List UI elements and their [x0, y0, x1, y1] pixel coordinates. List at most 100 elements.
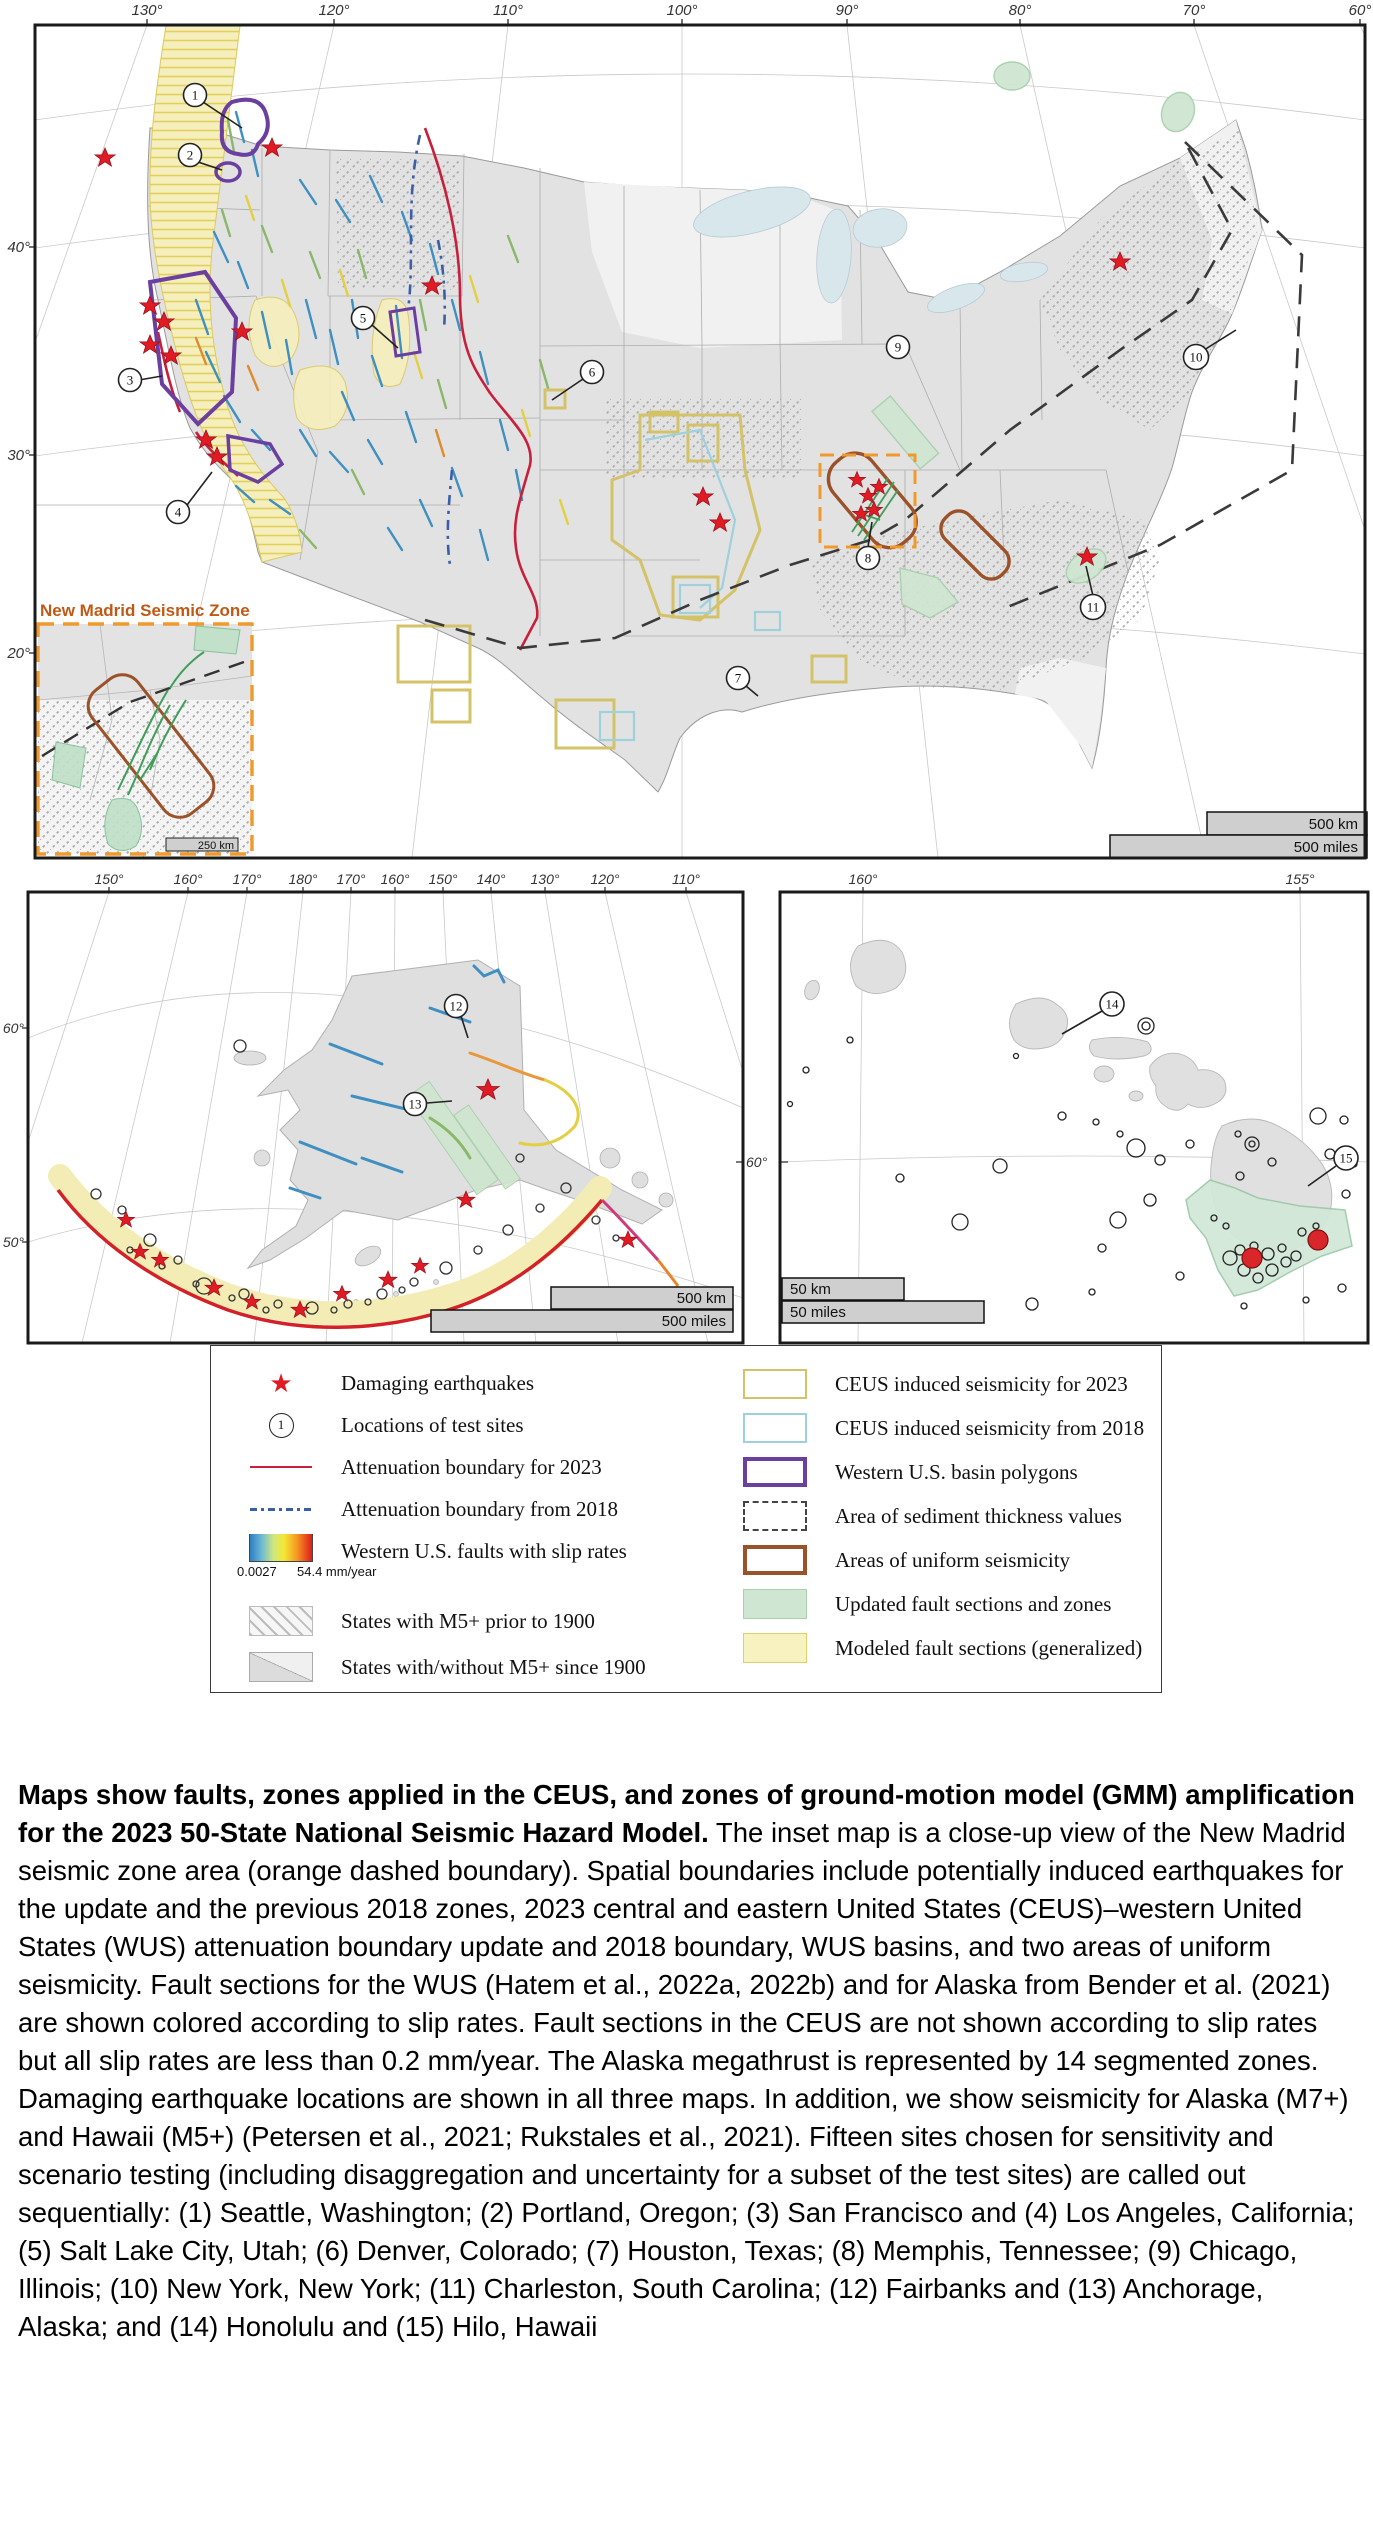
legend-label: Damaging earthquakes: [341, 1370, 535, 1395]
green-fill-swatch-icon: [743, 1589, 807, 1619]
svg-text:110°: 110°: [672, 871, 700, 887]
alaska-attenuation-2023: [56, 1188, 604, 1329]
alaska-magenta-fault: [600, 1198, 660, 1262]
svg-text:150°: 150°: [429, 871, 458, 887]
dashed-outline-swatch-icon: [743, 1501, 807, 1531]
svg-text:50 km: 50 km: [790, 1281, 831, 1298]
legend-label: States with/without M5+ since 1900: [341, 1654, 646, 1679]
site-badge-7: 7: [725, 665, 751, 691]
legend-box: ★ Damaging earthquakes 1 Locations of te…: [210, 1345, 1162, 1693]
purple-outline-swatch-icon: [743, 1457, 807, 1487]
site-badge-11: 11: [1079, 593, 1107, 621]
lat-label: 30°: [7, 447, 30, 464]
legend-label: States with M5+ prior to 1900: [341, 1608, 595, 1633]
svg-text:140°: 140°: [477, 871, 506, 887]
great-lakes: [693, 186, 1049, 313]
alaska-orange-fault-tip: [656, 1259, 680, 1287]
svg-text:60°: 60°: [3, 1020, 25, 1036]
legend-right-column: CEUS induced seismicity for 2023 CEUS in…: [739, 1362, 1144, 1670]
hawaii-updated-zone: [1185, 1179, 1353, 1297]
svg-text:160°: 160°: [381, 871, 410, 887]
ceus-induced-2023-zones: [396, 388, 848, 750]
legend-item-basins: Western U.S. basin polygons: [739, 1450, 1144, 1494]
legend-label: Western U.S. basin polygons: [835, 1459, 1078, 1484]
svg-text:180°: 180°: [289, 871, 318, 887]
lat-label: 20°: [6, 645, 30, 662]
legend-label: Western U.S. faults with slip rates: [341, 1539, 627, 1563]
gray-split-swatch-icon: [249, 1652, 313, 1682]
site-badge-6: 6: [579, 359, 605, 385]
new-madrid-zoom-box: [818, 453, 917, 549]
svg-text:11: 11: [1087, 600, 1100, 615]
legend-item-attenuation-2023: Attenuation boundary for 2023: [245, 1446, 646, 1488]
inset-title: New Madrid Seismic Zone: [40, 601, 250, 620]
lon-label: 100°: [666, 2, 697, 19]
lon-label: 130°: [131, 2, 162, 19]
svg-text:2: 2: [187, 148, 194, 163]
svg-text:150°: 150°: [95, 871, 124, 887]
legend-item-sediment: Area of sediment thickness values: [739, 1494, 1144, 1538]
hawaii-longitude-labels: 160° 155°: [849, 871, 1315, 892]
svg-text:3: 3: [127, 373, 134, 388]
wus-fault-lines: [194, 110, 570, 562]
alaska-updated-zones: [407, 1080, 521, 1196]
main-map-scalebars: 500 km 500 miles: [1109, 811, 1368, 859]
blue-outline-swatch-icon: [743, 1413, 807, 1443]
alaska-latitude-labels: 60° 50° 60°: [3, 1020, 768, 1250]
legend-item-test-sites: 1 Locations of test sites: [245, 1404, 646, 1446]
svg-text:7: 7: [735, 671, 742, 686]
svg-text:50°: 50°: [3, 1234, 25, 1250]
legend-label: Areas of uniform seismicity: [835, 1547, 1071, 1572]
lon-label: 90°: [836, 2, 859, 19]
site-badge-2: 2: [177, 142, 203, 168]
yellow-fill-swatch-icon: [743, 1633, 807, 1663]
alaska-islands: [97, 1050, 674, 1307]
site-badge-9: 9: [885, 334, 911, 360]
hawaii-seismicity-circles: [786, 1017, 1358, 1311]
legend-item-m5-prior-1900: States with M5+ prior to 1900: [245, 1598, 646, 1644]
main-map-panel: 130° 120° 110° 100° 90° 80° 70° 60° 40° …: [6, 2, 1372, 860]
site-badge-13: 13: [402, 1091, 428, 1117]
legend-left-column: ★ Damaging earthquakes 1 Locations of te…: [237, 1362, 646, 1690]
svg-text:9: 9: [895, 340, 902, 355]
svg-text:15: 15: [1340, 1151, 1353, 1166]
svg-text:120°: 120°: [591, 871, 620, 887]
legend-item-modeled-faults: Modeled fault sections (generalized): [739, 1626, 1144, 1670]
brown-outline-swatch-icon: [743, 1545, 807, 1575]
svg-text:50 miles: 50 miles: [790, 1304, 846, 1321]
site-badge-1: 1: [182, 82, 208, 108]
svg-text:4: 4: [175, 505, 182, 520]
khaki-outline-swatch-icon: [743, 1369, 807, 1399]
alaska-test-sites: 12 13: [402, 993, 469, 1117]
lon-label: 80°: [1009, 2, 1032, 19]
hawaii-test-sites: 14 15: [1061, 991, 1359, 1187]
legend-item-ceus-2018: CEUS induced seismicity from 2018: [739, 1406, 1144, 1450]
site-badge-8: 8: [855, 545, 881, 571]
svg-text:160°: 160°: [174, 871, 203, 887]
main-map-latitude-labels: 40° 30° 20°: [6, 239, 35, 662]
legend-label: Locations of test sites: [341, 1412, 524, 1437]
alaska-lat-label-right: 60°: [746, 1154, 768, 1170]
lat-label: 40°: [7, 239, 30, 256]
hawaii-red-earthquakes: [1241, 1229, 1329, 1269]
site-badge-4: 4: [165, 499, 191, 525]
lon-label: 70°: [1183, 2, 1206, 19]
svg-text:14: 14: [1106, 997, 1120, 1012]
legend-label: Updated fault sections and zones: [835, 1591, 1112, 1616]
svg-text:10: 10: [1190, 350, 1203, 365]
legend-item-slip-rates: 0.0027 54.4 mm/year Western U.S. faults …: [237, 1530, 646, 1598]
svg-text:155°: 155°: [1286, 871, 1315, 887]
alaska-map-border: [26, 890, 745, 1345]
svg-text:170°: 170°: [337, 871, 366, 887]
lon-label: 60°: [1349, 2, 1372, 19]
svg-text:1: 1: [192, 88, 199, 103]
main-map-border: [33, 23, 1367, 860]
gradient-min-label: 0.0027: [237, 1564, 277, 1579]
legend-item-m5-since-1900: States with/without M5+ since 1900: [245, 1644, 646, 1690]
figure-caption: Maps show faults, zones applied in the C…: [18, 1776, 1358, 2346]
lon-label: 120°: [318, 2, 349, 19]
legend-label: Attenuation boundary from 2018: [341, 1496, 619, 1521]
new-madrid-inset: New Madrid Seismic Zone 250 km: [36, 601, 254, 856]
circled-number-icon: 1: [268, 1412, 294, 1438]
site-badge-15: 15: [1333, 1145, 1359, 1171]
